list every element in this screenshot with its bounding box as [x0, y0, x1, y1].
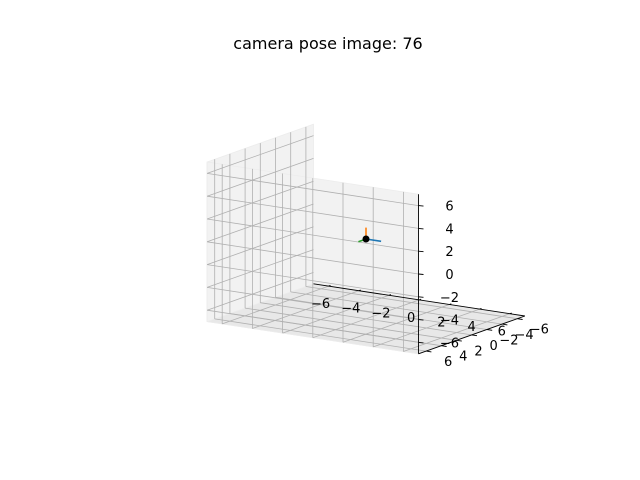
x-tick-label: −4 — [341, 302, 360, 317]
gridline-z-back — [207, 287, 419, 320]
y-tick-mark — [441, 345, 447, 347]
chart-title: camera pose image: 76 — [233, 34, 422, 53]
x-tick-mark — [388, 294, 392, 296]
y-tick-mark — [471, 334, 478, 337]
gridline-z-back — [207, 195, 419, 229]
y-tick-label: 4 — [459, 350, 467, 365]
z-tick-mark — [418, 227, 424, 230]
x-tick-mark — [328, 284, 331, 287]
x-tick-mark — [449, 303, 452, 305]
x-tick-label: 0 — [407, 311, 415, 326]
y-tick-mark — [456, 339, 462, 342]
axes-gridlines — [206, 126, 518, 352]
axis-lines — [313, 194, 526, 355]
z-tick-label: 0 — [445, 268, 453, 283]
gridline-y-floor — [290, 291, 503, 325]
z-tick-mark — [418, 319, 424, 321]
x-tick-mark — [479, 307, 482, 310]
z-tick-mark — [418, 341, 424, 344]
y-tick-label: 2 — [474, 344, 482, 359]
camera-position-point — [362, 235, 370, 243]
gridline-y-floor — [214, 318, 427, 352]
y-tick-mark — [517, 318, 523, 320]
x-tick-label: −2 — [371, 306, 390, 321]
x-tick-mark — [358, 289, 361, 292]
y-tick-mark — [486, 329, 493, 331]
y-tick-label: −4 — [515, 328, 534, 343]
y-tick-label: 0 — [490, 339, 498, 354]
z-tick-mark — [418, 250, 424, 253]
z-tick-label: −2 — [440, 291, 459, 306]
y-tick-label: −2 — [499, 334, 518, 349]
gridline-z-left — [206, 249, 314, 288]
gridline-z-back — [207, 309, 419, 343]
x-tick-label: −6 — [311, 297, 330, 312]
gridline-z-back — [207, 218, 419, 252]
gridline-z-left — [206, 226, 314, 265]
x-tick-mark — [509, 312, 512, 315]
z-tick-label: 6 — [445, 200, 453, 215]
gridline-y-floor — [305, 286, 518, 320]
gridline-z-left — [206, 203, 314, 243]
x-tick-label: 2 — [437, 316, 445, 331]
gridline-z-back — [207, 173, 419, 206]
x-tick-label: 4 — [467, 320, 475, 335]
y-tick-mark — [502, 323, 508, 326]
gridline-z-back — [207, 264, 419, 298]
gridline-y-floor — [275, 296, 487, 330]
gridline-z-left — [206, 135, 314, 174]
z-tick-label: 4 — [445, 222, 453, 237]
gridline-y-floor — [245, 307, 457, 341]
z-tick-mark — [418, 296, 424, 298]
z-tick-mark — [418, 273, 424, 275]
gridline-y-floor — [260, 302, 472, 336]
x-tick-mark — [419, 298, 422, 301]
z-tick-mark — [418, 205, 424, 207]
z-tick-label: −4 — [440, 314, 459, 329]
gridline-z-left — [206, 180, 314, 220]
z-tick-label: −6 — [440, 336, 459, 351]
y-tick-mark — [426, 350, 432, 353]
gridline-z-back — [207, 241, 419, 275]
y-tick-label: 6 — [444, 355, 452, 370]
x-tick-label: 6 — [498, 325, 506, 340]
gridline-z-left — [206, 272, 314, 311]
gridline-z-left — [206, 158, 314, 197]
z-tick-label: 2 — [445, 245, 453, 260]
pose-marks — [358, 227, 382, 243]
y-tick-label: −6 — [530, 323, 549, 338]
